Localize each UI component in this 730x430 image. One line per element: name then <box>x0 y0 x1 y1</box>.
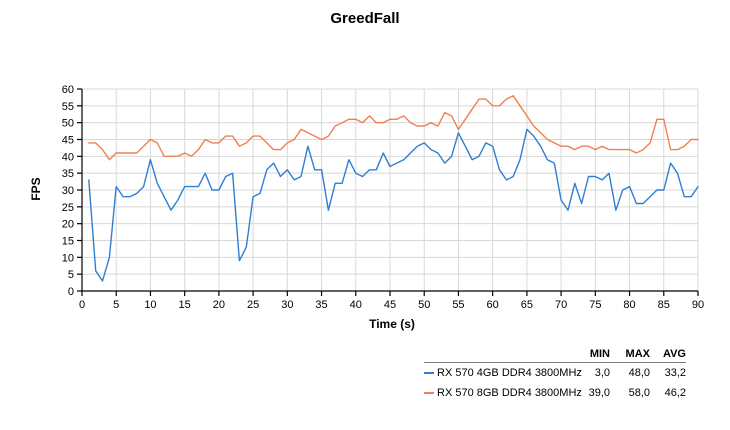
y-tick-label: 30 <box>62 185 74 197</box>
legend-header-row: MIN MAX AVG <box>424 345 686 363</box>
series-min-value: 3,0 <box>594 367 610 379</box>
x-tick-label: 85 <box>658 299 670 311</box>
x-tick-label: 80 <box>623 299 635 311</box>
series-max-value: 58,0 <box>628 387 650 399</box>
x-tick-label: 30 <box>281 299 293 311</box>
x-tick-label: 50 <box>418 299 430 311</box>
y-tick-label: 10 <box>62 252 74 264</box>
y-tick-label: 45 <box>62 135 74 147</box>
orange-line-swatch-icon <box>424 392 434 394</box>
legend-header-avg: AVG <box>662 347 686 360</box>
x-tick-label: 20 <box>213 299 225 311</box>
x-tick-label: 45 <box>384 299 396 311</box>
x-tick-label: 5 <box>113 299 119 311</box>
x-tick-label: 0 <box>79 299 85 311</box>
series-min-value: 39,0 <box>588 387 610 399</box>
series-avg-value: 46,2 <box>664 387 686 399</box>
x-tick-label: 65 <box>521 299 533 311</box>
x-tick-label: 60 <box>487 299 499 311</box>
y-tick-label: 40 <box>62 151 74 163</box>
y-tick-label: 0 <box>68 286 74 298</box>
legend-row-rx570-4gb: RX 570 4GB DDR4 3800MHz 3,0 48,0 33,2 <box>424 363 686 383</box>
blue-line-swatch-icon <box>424 372 434 374</box>
x-tick-label: 15 <box>179 299 191 311</box>
series-swatch-cell <box>424 392 437 394</box>
x-tick-label: 75 <box>589 299 601 311</box>
x-tick-label: 25 <box>247 299 259 311</box>
series-avg-value: 33,2 <box>664 367 686 379</box>
series-swatch-cell <box>424 372 437 374</box>
y-tick-label: 5 <box>68 269 74 281</box>
y-axis-title: FPS <box>29 177 43 201</box>
x-tick-label: 55 <box>452 299 464 311</box>
legend-row-rx570-8gb: RX 570 8GB DDR4 3800MHz 39,0 58,0 46,2 <box>424 383 686 403</box>
fps-line-chart: 0 5 10 15 20 25 30 35 40 45 50 55 60 0 5 10 15 20 25 30 35 40… <box>62 84 704 311</box>
series-name: RX 570 4GB DDR4 3800MHz <box>437 367 582 379</box>
series-name: RX 570 8GB DDR4 3800MHz <box>437 387 582 399</box>
x-axis-title: Time (s) <box>369 317 415 331</box>
y-tick-label: 55 <box>62 101 74 113</box>
chart-title: GreedFall <box>330 10 400 27</box>
x-tick-label: 90 <box>692 299 704 311</box>
x-tick-label: 40 <box>350 299 362 311</box>
y-tick-label: 20 <box>62 219 74 231</box>
legend-header-min: MIN <box>589 347 610 360</box>
series-max-value: 48,0 <box>628 367 650 379</box>
legend-header-max: MAX <box>625 347 650 360</box>
y-tick-label: 35 <box>62 168 74 180</box>
x-tick-label: 10 <box>144 299 156 311</box>
legend-table: MIN MAX AVG RX 570 4GB DDR4 3800MHz 3,0 … <box>424 345 686 403</box>
x-tick-label: 35 <box>315 299 327 311</box>
y-tick-label: 50 <box>62 118 74 130</box>
series-line-0 <box>88 128 699 282</box>
y-tick-label: 15 <box>62 236 74 248</box>
y-tick-label: 60 <box>62 84 74 96</box>
x-tick-label: 70 <box>555 299 567 311</box>
series-line-1 <box>88 94 699 161</box>
y-tick-label: 25 <box>62 202 74 214</box>
